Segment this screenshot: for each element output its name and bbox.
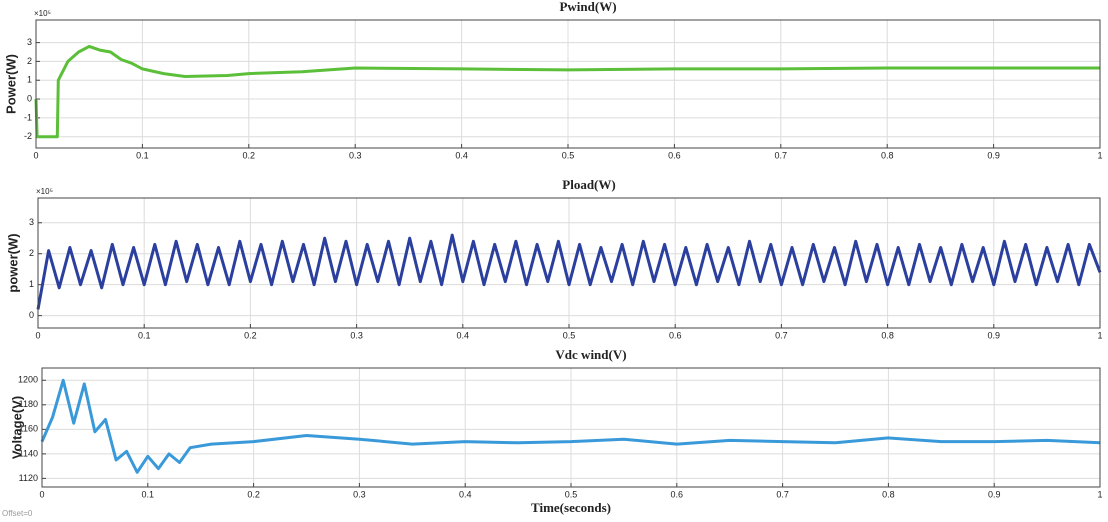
y-tick-label: 3 bbox=[29, 217, 34, 227]
data-line bbox=[36, 233, 1102, 310]
x-tick-label: 0.2 bbox=[247, 489, 260, 499]
x-tick-label: 0.9 bbox=[988, 489, 1001, 499]
y-tick-label: 1140 bbox=[19, 448, 38, 458]
x-tick-label: 0.3 bbox=[353, 489, 366, 499]
y-tick-label: 2 bbox=[27, 56, 32, 66]
plot-border bbox=[41, 367, 1101, 488]
x-tick-label: 0.4 bbox=[459, 489, 472, 499]
x-tick-label: 1 bbox=[1097, 489, 1102, 499]
x-tick-label: 0.3 bbox=[349, 150, 362, 160]
plot-border bbox=[35, 19, 1101, 149]
x-tick-label: 0.7 bbox=[775, 150, 788, 160]
y-tick-label: 1 bbox=[27, 75, 32, 85]
x-tick-label: 0.6 bbox=[669, 330, 682, 340]
x-tick-label: 0.7 bbox=[775, 330, 788, 340]
chart-title: Pload(W) bbox=[562, 177, 615, 192]
x-tick-label: 1 bbox=[1097, 330, 1102, 340]
y-tick-label: -1 bbox=[24, 112, 32, 122]
x-tick-label: 0 bbox=[39, 489, 44, 499]
y-tick-label: 0 bbox=[27, 93, 32, 103]
data-line bbox=[40, 378, 1101, 474]
data-line bbox=[34, 44, 1100, 139]
x-tick-label: 1 bbox=[1097, 150, 1102, 160]
y-tick-label: 1180 bbox=[19, 399, 38, 409]
y-tick-label: 2 bbox=[29, 248, 34, 258]
x-tick-label: 0.9 bbox=[987, 150, 1000, 160]
x-tick-label: 0.8 bbox=[881, 150, 894, 160]
y-tick-label: 1120 bbox=[19, 473, 38, 483]
exponent-label: ×10⁵ bbox=[34, 9, 51, 18]
x-tick-label: 0 bbox=[35, 330, 40, 340]
x-tick-label: 0.4 bbox=[457, 330, 470, 340]
x-tick-label: 0.3 bbox=[350, 330, 363, 340]
y-axis-label: power(W) bbox=[5, 233, 20, 292]
x-tick-label: 0.1 bbox=[138, 330, 151, 340]
exponent-label: ×10⁵ bbox=[36, 187, 53, 196]
y-tick-label: -2 bbox=[24, 131, 32, 141]
x-tick-label: 0.2 bbox=[244, 330, 257, 340]
x-axis-label: Time(seconds) bbox=[531, 500, 611, 515]
x-tick-label: 0.6 bbox=[671, 489, 684, 499]
x-tick-label: 0.1 bbox=[142, 489, 155, 499]
x-tick-label: 0.8 bbox=[882, 489, 895, 499]
x-tick-label: 0.9 bbox=[988, 330, 1001, 340]
plot-border bbox=[37, 197, 1101, 329]
y-tick-label: 1160 bbox=[19, 424, 38, 434]
offset-label: Offset=0 bbox=[2, 509, 33, 518]
x-tick-label: 0.7 bbox=[776, 489, 789, 499]
y-tick-label: 1 bbox=[29, 279, 34, 289]
chart-title: Pwind(W) bbox=[559, 0, 616, 14]
x-tick-label: 0.8 bbox=[881, 330, 894, 340]
x-tick-label: 0.5 bbox=[563, 330, 576, 340]
chart-title: Vdc wind(V) bbox=[555, 347, 626, 362]
y-tick-label: 3 bbox=[27, 37, 32, 47]
y-axis-label: Voltage(V) bbox=[9, 396, 24, 459]
y-axis-label: Power(W) bbox=[3, 54, 18, 114]
x-tick-label: 0.6 bbox=[668, 150, 681, 160]
x-tick-label: 0.1 bbox=[136, 150, 149, 160]
x-tick-label: 0.5 bbox=[565, 489, 578, 499]
y-tick-label: 1200 bbox=[18, 375, 38, 385]
x-tick-label: 0.5 bbox=[562, 150, 575, 160]
title-background bbox=[496, 346, 686, 366]
x-tick-label: 0.2 bbox=[243, 150, 256, 160]
x-tick-label: 0.4 bbox=[455, 150, 468, 160]
x-tick-label: 0 bbox=[33, 150, 38, 160]
y-tick-label: 0 bbox=[29, 310, 34, 320]
